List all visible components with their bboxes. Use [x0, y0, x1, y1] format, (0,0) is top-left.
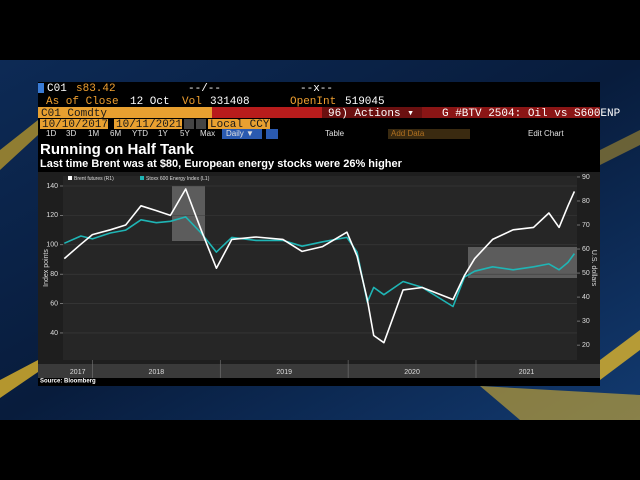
x-tick-label: 2021 [519, 369, 535, 376]
y-axis-label: Index points [43, 249, 50, 287]
x-tick-label: 2020 [404, 369, 420, 376]
add-data-box[interactable] [388, 129, 470, 139]
y2-tick-label: 50 [582, 270, 590, 277]
chart-name: G #BTV 2504: Oil vs S600ENP [442, 108, 621, 120]
end-date-box[interactable] [114, 119, 182, 129]
backdrop-streak [0, 120, 38, 170]
actions-button[interactable] [322, 107, 422, 118]
currency[interactable]: Local CCY [210, 119, 270, 131]
y-tick-label: 60 [50, 300, 58, 307]
backdrop-streak [600, 130, 640, 165]
add-data[interactable]: Add Data [391, 129, 425, 138]
period-button[interactable]: 3D [66, 129, 76, 138]
year-band [38, 364, 600, 378]
period-button[interactable]: 1D [46, 129, 56, 138]
chart-title: Running on Half Tank [40, 141, 195, 158]
period-button[interactable]: 1M [88, 129, 99, 138]
as-of: 12 Oct [130, 96, 170, 108]
currency-box[interactable] [208, 119, 270, 129]
legend-label: Stoxx 600 Energy Index (L1) [146, 176, 210, 182]
frequency[interactable]: Daily ▼ [226, 129, 254, 138]
backdrop-streak [0, 360, 38, 398]
y2-tick-label: 20 [582, 342, 590, 349]
y2-tick-label: 70 [582, 222, 590, 229]
next-button[interactable] [196, 119, 206, 129]
legend-swatch [140, 176, 144, 180]
chart-subtitle: Last time Brent was at $80, European ene… [40, 158, 403, 170]
chart-icon[interactable] [266, 129, 278, 139]
actions[interactable]: 96) Actions ▾ [328, 108, 414, 120]
backdrop-streak [600, 330, 640, 380]
y2-tick-label: 30 [582, 318, 590, 325]
period-button[interactable]: 1Y [158, 129, 168, 138]
ticker-marker [38, 83, 44, 93]
y2-tick-label: 90 [582, 174, 590, 181]
legend-label: Brent futures (R1) [74, 176, 114, 182]
security-box [38, 107, 212, 118]
frequency-box[interactable] [222, 129, 262, 139]
y2-tick-label: 60 [582, 246, 590, 253]
edit-chart[interactable]: Edit Chart [528, 129, 564, 138]
chart-name-bar [422, 107, 600, 118]
legend-swatch [68, 176, 72, 180]
x-tick-label: 2019 [276, 369, 292, 376]
y-tick-label: 140 [46, 183, 58, 190]
price: s83.42 [76, 83, 116, 95]
as-of-label: As of Close [46, 96, 119, 108]
x-tick-label: 2018 [149, 369, 165, 376]
open-int: 519045 [345, 96, 385, 108]
security: C01 Comdty [41, 108, 107, 120]
vol: 331408 [210, 96, 250, 108]
period-button[interactable]: Max [200, 129, 215, 138]
source: Source: Bloomberg [40, 379, 96, 385]
date-field: --/-- [188, 83, 221, 95]
x-tick-label: 2017 [70, 369, 86, 376]
start-date-box[interactable] [40, 119, 108, 129]
y-tick-label: 40 [50, 330, 58, 337]
table-button[interactable]: Table [325, 129, 345, 138]
period-button[interactable]: 6M [110, 129, 121, 138]
prev-button[interactable] [184, 119, 194, 129]
highlight-box [468, 247, 577, 278]
ticker: C01 [47, 83, 67, 95]
y2-tick-label: 40 [582, 294, 590, 301]
y2-tick-label: 80 [582, 198, 590, 205]
y-tick-label: 120 [46, 212, 58, 219]
period-buttons: 1D 3D 1M 6M YTD 1Y 5Y Max [46, 129, 215, 138]
backdrop-streak [480, 386, 640, 420]
related-box [212, 107, 322, 118]
period-button[interactable]: YTD [132, 129, 148, 138]
series-line [63, 216, 576, 308]
change-field: --x-- [300, 83, 333, 95]
period-button[interactable]: 5Y [180, 129, 190, 138]
series-line [63, 188, 576, 344]
end-date[interactable]: 10/11/2021 [116, 119, 182, 131]
vol-label: Vol [182, 96, 202, 108]
open-int-label: OpenInt [290, 96, 336, 108]
start-date[interactable]: 10/10/2017 [42, 119, 108, 131]
y-tick-label: 80 [50, 271, 58, 278]
y2-axis-label: U.S. dollars [590, 250, 597, 287]
y-tick-label: 100 [46, 242, 58, 249]
